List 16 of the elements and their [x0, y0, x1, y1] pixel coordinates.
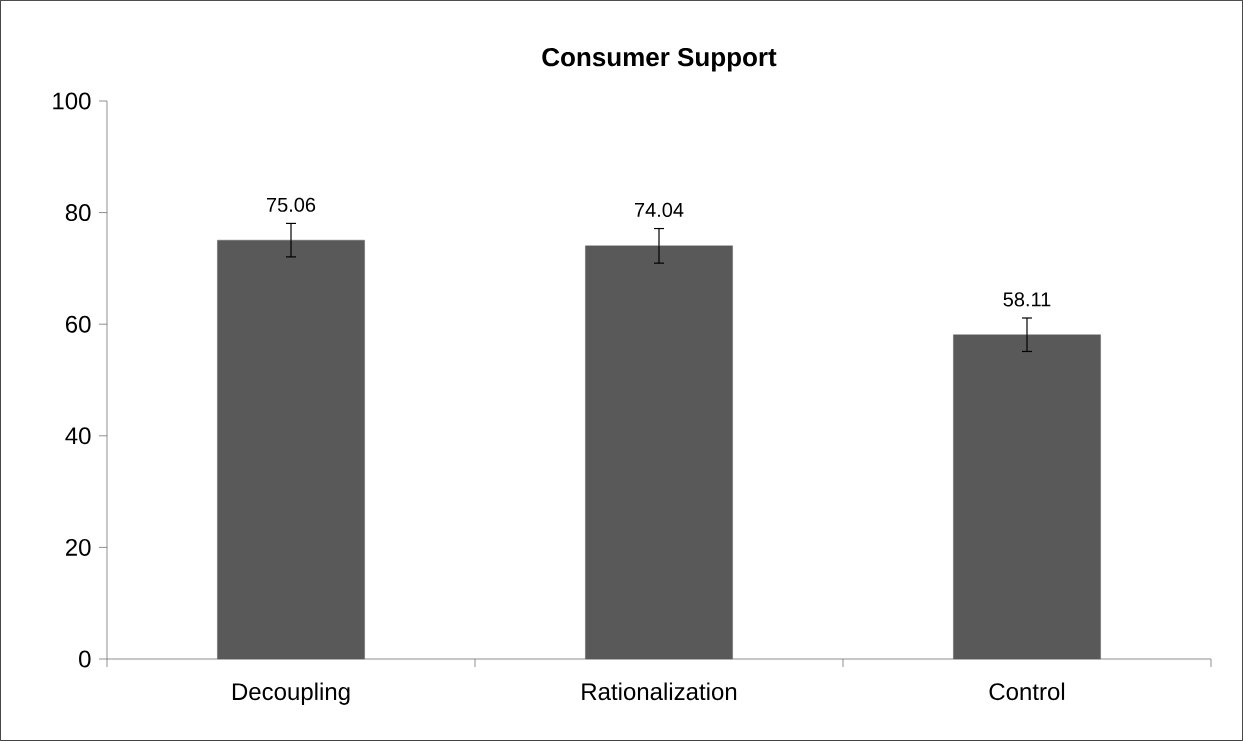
y-tick-label: 60	[66, 315, 91, 333]
bar	[953, 334, 1101, 660]
y-tick-label: 80	[65, 204, 91, 222]
y-tick-label: 20	[65, 538, 91, 556]
bar	[585, 245, 733, 660]
x-tick-label: Rationalization	[582, 682, 737, 701]
y-tick-label: 100	[53, 92, 91, 110]
data-label: 74.04	[634, 202, 684, 218]
y-tick-label: 0	[79, 650, 91, 668]
chart-title: Consumer Support	[542, 47, 777, 72]
x-tick-label: Control	[989, 682, 1065, 701]
data-label: 58.11	[1003, 292, 1051, 307]
y-tick-label: 40	[65, 427, 91, 445]
data-label: 75.06	[267, 197, 316, 212]
bar	[217, 239, 365, 660]
x-tick-label: Decoupling	[232, 682, 350, 705]
